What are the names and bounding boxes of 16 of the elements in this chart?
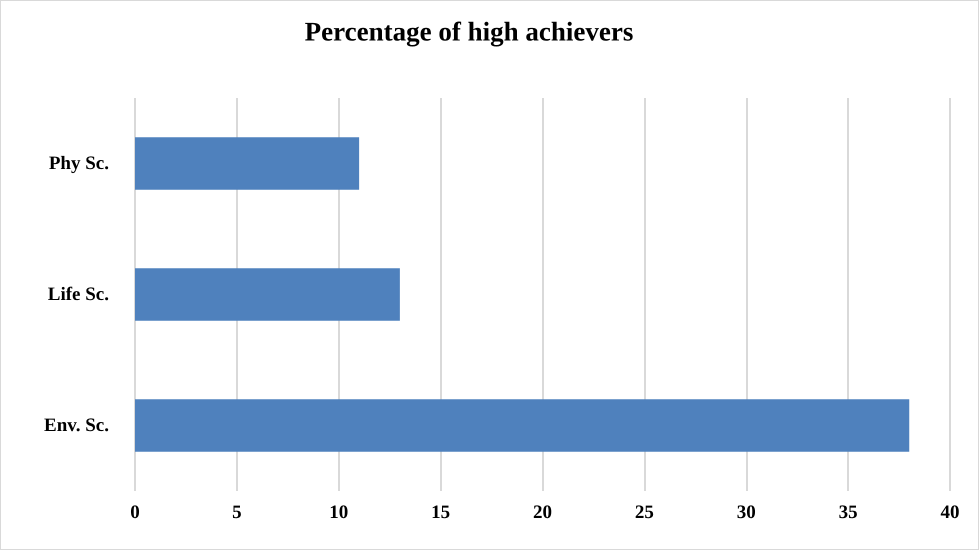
x-tick-label: 25 bbox=[634, 502, 654, 523]
x-tick-label: 30 bbox=[736, 502, 756, 523]
x-tick-label: 5 bbox=[232, 502, 242, 523]
chart-title: Percentage of high achievers bbox=[304, 16, 634, 46]
y-tick-label: Life Sc. bbox=[48, 284, 109, 305]
bar bbox=[135, 399, 910, 452]
x-tick-label: 15 bbox=[431, 502, 450, 523]
x-tick-label: 35 bbox=[838, 502, 858, 523]
x-tick-label: 20 bbox=[533, 502, 552, 523]
x-tick-label: 40 bbox=[940, 502, 960, 523]
x-tick-label: 0 bbox=[130, 502, 140, 523]
x-tick-label: 10 bbox=[329, 502, 348, 523]
y-tick-label: Env. Sc. bbox=[44, 415, 109, 436]
bar bbox=[135, 268, 400, 321]
bar bbox=[135, 137, 360, 190]
y-tick-label: Phy Sc. bbox=[48, 153, 109, 174]
